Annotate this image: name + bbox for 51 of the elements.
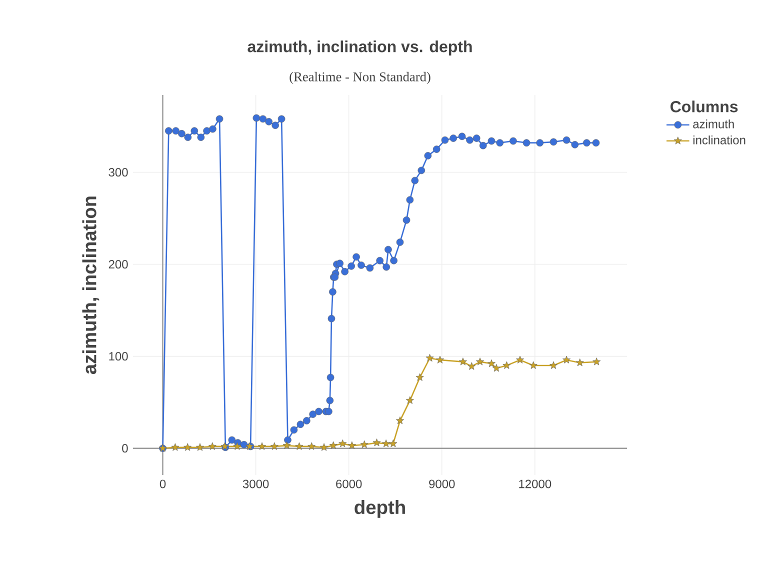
y-axis-title: azimuth, inclination: [82, 196, 100, 374]
point: [270, 442, 278, 450]
legend-label: azimuth: [693, 120, 734, 128]
point: [372, 438, 381, 446]
point: [258, 442, 266, 450]
x-tick-label: 12000: [519, 480, 552, 488]
point: [295, 442, 304, 450]
point: [516, 356, 524, 364]
point: [550, 361, 558, 369]
point: [396, 416, 404, 424]
point: [576, 358, 584, 366]
point: [338, 440, 347, 448]
y-tick-label: 200: [108, 260, 128, 269]
point: [458, 358, 467, 366]
point: [487, 359, 496, 368]
x-tick-label: 6000: [336, 480, 362, 488]
legend-title: Columns: [670, 100, 738, 112]
x-tick-label: 3000: [242, 480, 269, 488]
point: [320, 443, 328, 451]
point: [184, 443, 192, 451]
y-tick-label: 300: [108, 168, 128, 177]
point: [360, 440, 368, 448]
point: [308, 442, 316, 450]
point: [348, 441, 356, 449]
point: [476, 358, 484, 366]
x-axis-title: depth: [354, 500, 405, 518]
point: [389, 440, 398, 448]
x-tick-label: 9000: [429, 480, 455, 488]
point: [329, 441, 338, 449]
point: [592, 358, 601, 366]
point: [208, 442, 216, 450]
legend-label: inclination: [693, 136, 746, 144]
y-tick-label: 0: [122, 444, 128, 453]
chart-title: azimuth, inclination vs. depth: [248, 40, 472, 56]
point: [196, 443, 204, 451]
y-tick-label: 100: [109, 352, 128, 361]
point: [436, 356, 444, 364]
point: [426, 354, 434, 362]
point: [282, 441, 291, 449]
chart-subtitle: (Realtime - Non Standard): [290, 72, 430, 84]
point: [233, 442, 242, 450]
x-tick-label: 0: [160, 480, 166, 488]
point: [382, 440, 390, 448]
point: [502, 361, 511, 369]
point: [416, 373, 424, 381]
point: [562, 356, 571, 364]
point: [492, 364, 500, 372]
point: [468, 362, 476, 370]
point: [406, 396, 414, 404]
point: [529, 361, 538, 369]
point: [171, 443, 180, 451]
